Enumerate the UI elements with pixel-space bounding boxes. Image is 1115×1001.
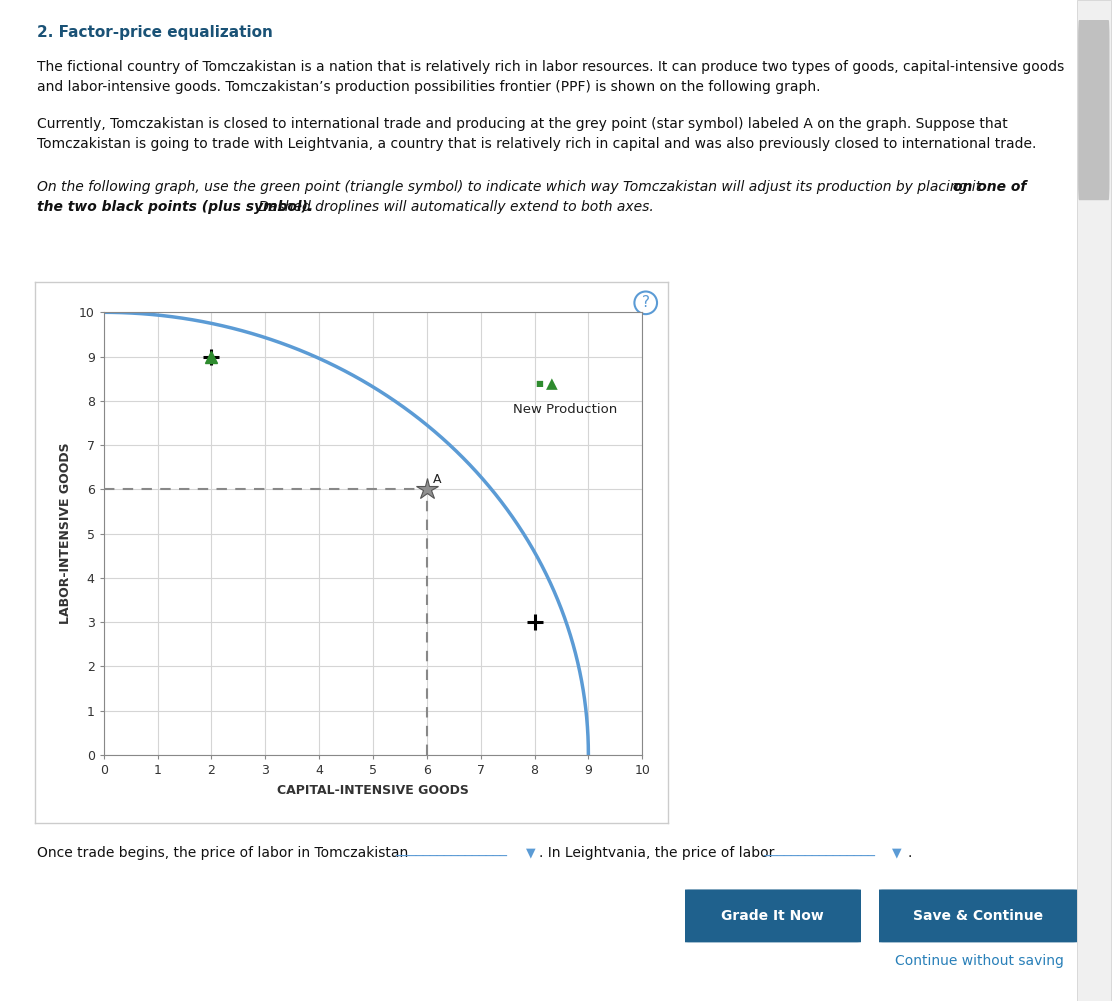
Text: Once trade begins, the price of labor in Tomczakistan: Once trade begins, the price of labor in… [37,846,408,860]
Text: Dashed droplines will automatically extend to both axes.: Dashed droplines will automatically exte… [254,200,655,214]
Text: ?: ? [642,295,650,310]
Text: ▼: ▼ [522,847,535,859]
Text: ■: ■ [535,379,543,387]
Text: 2. Factor-price equalization: 2. Factor-price equalization [37,25,273,40]
Text: Grade It Now: Grade It Now [721,909,824,923]
FancyBboxPatch shape [874,890,1082,942]
Text: Currently, Tomczakistan is closed to international trade and producing at the gr: Currently, Tomczakistan is closed to int… [37,117,1008,131]
Text: .: . [908,846,912,860]
Text: On the following graph, use the green point (triangle symbol) to indicate which : On the following graph, use the green po… [37,180,986,194]
Text: ________________: ________________ [763,843,874,857]
Text: ________________: ________________ [395,843,506,857]
Text: on one of: on one of [953,180,1027,194]
Text: The fictional country of Tomczakistan is a nation that is relatively rich in lab: The fictional country of Tomczakistan is… [37,60,1064,74]
Text: Save & Continue: Save & Continue [913,909,1043,923]
FancyBboxPatch shape [1077,0,1111,1001]
Text: Continue without saving: Continue without saving [894,954,1064,968]
FancyBboxPatch shape [1078,20,1109,200]
Text: and labor-intensive goods. Tomczakistan’s production possibilities frontier (PPF: and labor-intensive goods. Tomczakistan’… [37,80,821,94]
Text: Tomczakistan is going to trade with Leightvania, a country that is relatively ri: Tomczakistan is going to trade with Leig… [37,137,1036,151]
FancyBboxPatch shape [681,890,864,942]
Text: ▼: ▼ [888,847,901,859]
X-axis label: CAPITAL-INTENSIVE GOODS: CAPITAL-INTENSIVE GOODS [277,784,469,797]
Text: New Production: New Production [513,403,617,416]
Text: ▲: ▲ [546,376,559,390]
Text: the two black points (plus symbol).: the two black points (plus symbol). [37,200,313,214]
Y-axis label: LABOR-INTENSIVE GOODS: LABOR-INTENSIVE GOODS [59,442,71,625]
Text: A: A [434,472,442,485]
Text: . In Leightvania, the price of labor: . In Leightvania, the price of labor [539,846,774,860]
